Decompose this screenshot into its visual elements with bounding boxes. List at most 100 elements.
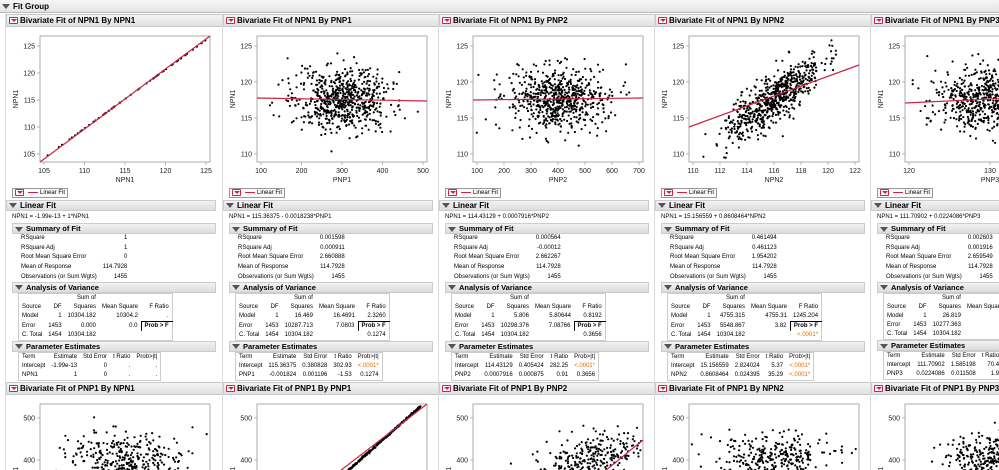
red-triangle-menu-icon[interactable]	[226, 385, 235, 393]
value-cell: 5548.867	[719, 322, 745, 329]
red-triangle-menu-icon[interactable]	[448, 189, 457, 196]
red-triangle-menu-icon[interactable]	[226, 17, 235, 25]
anova-header[interactable]: Analysis of Variance	[877, 281, 999, 293]
linear-fit-header[interactable]: Linear Fit	[439, 200, 649, 211]
col-header: F Ratio	[798, 303, 819, 310]
disclosure-triangle-icon[interactable]	[448, 226, 456, 232]
disclosure-triangle-icon[interactable]	[664, 226, 672, 232]
section-title: Linear Fit	[237, 201, 274, 210]
anova-header[interactable]: Analysis of Variance	[445, 281, 649, 293]
bivariate-panel: Bivariate Fit of NPN1 By PNP312013014011…	[870, 14, 999, 470]
param-cell: Intercept	[22, 362, 46, 369]
disclosure-triangle-icon[interactable]	[658, 203, 666, 209]
panel-title-bar[interactable]: Bivariate Fit of PNP1 By PNP2	[439, 382, 656, 395]
disclosure-triangle-icon[interactable]	[874, 203, 882, 209]
red-triangle-menu-icon[interactable]	[880, 189, 889, 196]
red-triangle-menu-icon[interactable]	[442, 17, 451, 25]
parameter-estimates-header[interactable]: Parameter Estimates	[12, 340, 216, 352]
y-tick-label: 500	[240, 416, 252, 423]
linear-fit-toggle[interactable]: Linear Fit	[877, 188, 934, 198]
value-cell: 10304.2	[116, 313, 138, 320]
linear-fit-header[interactable]: Linear Fit	[655, 200, 865, 211]
panel-title-bar[interactable]: Bivariate Fit of PNP1 By NPN2	[655, 382, 872, 395]
disclosure-triangle-icon[interactable]	[880, 285, 888, 291]
disclosure-triangle-icon[interactable]	[448, 344, 456, 350]
fit-group-header[interactable]: Fit Group	[0, 0, 999, 13]
param-cell: -1.99e-13	[51, 362, 78, 369]
panel-title-bar[interactable]: Bivariate Fit of PNP1 By NPN1	[6, 382, 223, 395]
value-cell: 1453	[697, 322, 711, 329]
disclosure-triangle-icon[interactable]	[880, 343, 888, 349]
red-triangle-menu-icon[interactable]	[658, 17, 667, 25]
disclosure-triangle-icon[interactable]	[232, 226, 240, 232]
parameter-estimates-header[interactable]: Parameter Estimates	[661, 340, 865, 352]
red-triangle-menu-icon[interactable]	[658, 385, 667, 393]
panel-title-bar[interactable]: Bivariate Fit of PNP1 By PNP1	[223, 382, 440, 395]
param-cell: <.0001*	[789, 362, 811, 369]
disclosure-triangle-icon[interactable]	[664, 344, 672, 350]
anova-header[interactable]: Analysis of Variance	[661, 281, 865, 293]
scatter-plot: 500 400PNP1	[446, 403, 644, 470]
x-tick-label: 200	[498, 168, 510, 175]
linear-fit-toggle[interactable]: Linear Fit	[12, 188, 69, 198]
linear-fit-header[interactable]: Linear Fit	[223, 200, 433, 211]
parameter-estimates-header[interactable]: Parameter Estimates	[229, 340, 433, 352]
scatter-plot: 500 400PNP1	[230, 403, 428, 470]
linear-fit-toggle[interactable]: Linear Fit	[229, 188, 286, 198]
anova-header[interactable]: Analysis of Variance	[12, 281, 216, 293]
disclosure-triangle-icon[interactable]	[15, 344, 23, 350]
summary-of-fit-header[interactable]: Summary of Fit	[877, 223, 999, 234]
anova-header[interactable]: Analysis of Variance	[229, 281, 433, 293]
param-cell: 1.585198	[950, 362, 976, 369]
summary-of-fit-header[interactable]: Summary of Fit	[445, 223, 649, 234]
disclosure-triangle-icon[interactable]	[880, 226, 888, 232]
disclosure-triangle-icon[interactable]	[226, 203, 234, 209]
summary-label: Mean of Response	[238, 264, 289, 271]
parameter-estimates-header[interactable]: Parameter Estimates	[877, 340, 999, 352]
disclosure-triangle-icon[interactable]	[442, 203, 450, 209]
red-triangle-menu-icon[interactable]	[442, 385, 451, 393]
value-cell: 7.0803	[336, 322, 355, 329]
linear-fit-header[interactable]: Linear Fit	[871, 200, 999, 211]
fit-line	[39, 35, 211, 163]
red-triangle-menu-icon[interactable]	[664, 189, 673, 196]
red-triangle-menu-icon[interactable]	[874, 17, 883, 25]
y-tick-label: 125	[456, 44, 468, 51]
table-row: Error 1453 10298.376 7.08766 Prob > F	[452, 320, 606, 331]
summary-of-fit-header[interactable]: Summary of Fit	[12, 223, 216, 234]
param-cell: 111.70902	[917, 362, 945, 369]
y-tick-label: 115	[889, 116, 900, 123]
disclosure-triangle-icon[interactable]	[448, 285, 456, 291]
disclosure-triangle-icon[interactable]	[232, 344, 240, 350]
red-triangle-menu-icon[interactable]	[9, 385, 18, 393]
col-header: Mean Square	[318, 303, 355, 310]
disclosure-triangle-icon[interactable]	[664, 285, 672, 291]
linear-fit-toggle[interactable]: Linear Fit	[445, 188, 502, 198]
panel-title-bar[interactable]: Bivariate Fit of NPN1 By PNP3	[871, 14, 999, 27]
disclosure-triangle-icon[interactable]	[15, 285, 23, 291]
panel-title-bar[interactable]: Bivariate Fit of NPN1 By NPN2	[655, 14, 872, 27]
red-triangle-menu-icon[interactable]	[15, 189, 24, 196]
fit-line	[605, 439, 644, 470]
panel-title-bar[interactable]: Bivariate Fit of NPN1 By PNP2	[439, 14, 656, 27]
disclosure-triangle-icon[interactable]	[232, 285, 240, 291]
parameter-estimates-header[interactable]: Parameter Estimates	[445, 340, 649, 352]
linear-fit-header[interactable]: Linear Fit	[6, 200, 216, 211]
panel-title-bar[interactable]: Bivariate Fit of PNP1 By PNP3	[871, 382, 999, 395]
panel-title-bar[interactable]: Bivariate Fit of NPN1 By PNP1	[223, 14, 440, 27]
summary-value: 0.000911	[320, 244, 345, 251]
disclosure-triangle-icon[interactable]	[2, 4, 10, 10]
summary-of-fit-header[interactable]: Summary of Fit	[229, 223, 433, 234]
linear-fit-toggle[interactable]: Linear Fit	[661, 188, 718, 198]
summary-of-fit-header[interactable]: Summary of Fit	[661, 223, 865, 234]
table-row: Model 1 10304.182 10304.2.	[19, 312, 173, 322]
disclosure-triangle-icon[interactable]	[9, 203, 17, 209]
red-triangle-menu-icon[interactable]	[874, 385, 883, 393]
summary-value: 1455	[547, 273, 561, 280]
red-triangle-menu-icon[interactable]	[232, 189, 241, 196]
y-tick-label: 120	[240, 80, 252, 87]
value-cell: 10304.182	[500, 331, 529, 338]
disclosure-triangle-icon[interactable]	[15, 226, 23, 232]
red-triangle-menu-icon[interactable]	[9, 17, 18, 25]
panel-title-bar[interactable]: Bivariate Fit of NPN1 By NPN1	[6, 14, 223, 27]
